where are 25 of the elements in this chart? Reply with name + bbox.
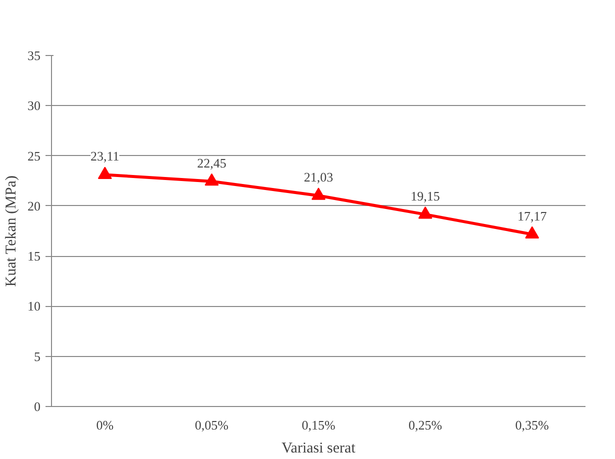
x-tick-label: 0,15% — [302, 418, 336, 432]
y-tick-label: 35 — [28, 48, 40, 63]
point — [204, 173, 219, 186]
data-label: 22,45 — [197, 155, 226, 170]
x-tick-label: 0,25% — [408, 418, 442, 432]
y-tick-label: 5 — [34, 348, 40, 364]
point — [98, 166, 112, 179]
x-tick-label: 0% — [96, 418, 114, 432]
y-tick-label: 10 — [28, 298, 40, 314]
x-tick-label: 0,35% — [515, 418, 550, 432]
x-tick-label: 0,05% — [194, 418, 229, 432]
y-tick-label: 20 — [28, 198, 40, 214]
data-label: 23,11 — [90, 148, 120, 164]
y-axis-title: Kuat Tekan (MPa) — [4, 176, 20, 287]
data-label: 17,17 — [517, 208, 548, 224]
y-tick-label: 0 — [34, 399, 40, 414]
point — [418, 206, 432, 219]
y-tick-label: 15 — [28, 248, 40, 264]
data-label: 19,15 — [410, 188, 440, 204]
y-tick-label: 30 — [28, 98, 40, 114]
point — [312, 188, 326, 200]
x-axis-title: Variasi serat — [282, 440, 356, 456]
point — [525, 226, 540, 239]
data-label: 21,03 — [304, 170, 334, 185]
y-tick-label: 25 — [28, 148, 40, 164]
